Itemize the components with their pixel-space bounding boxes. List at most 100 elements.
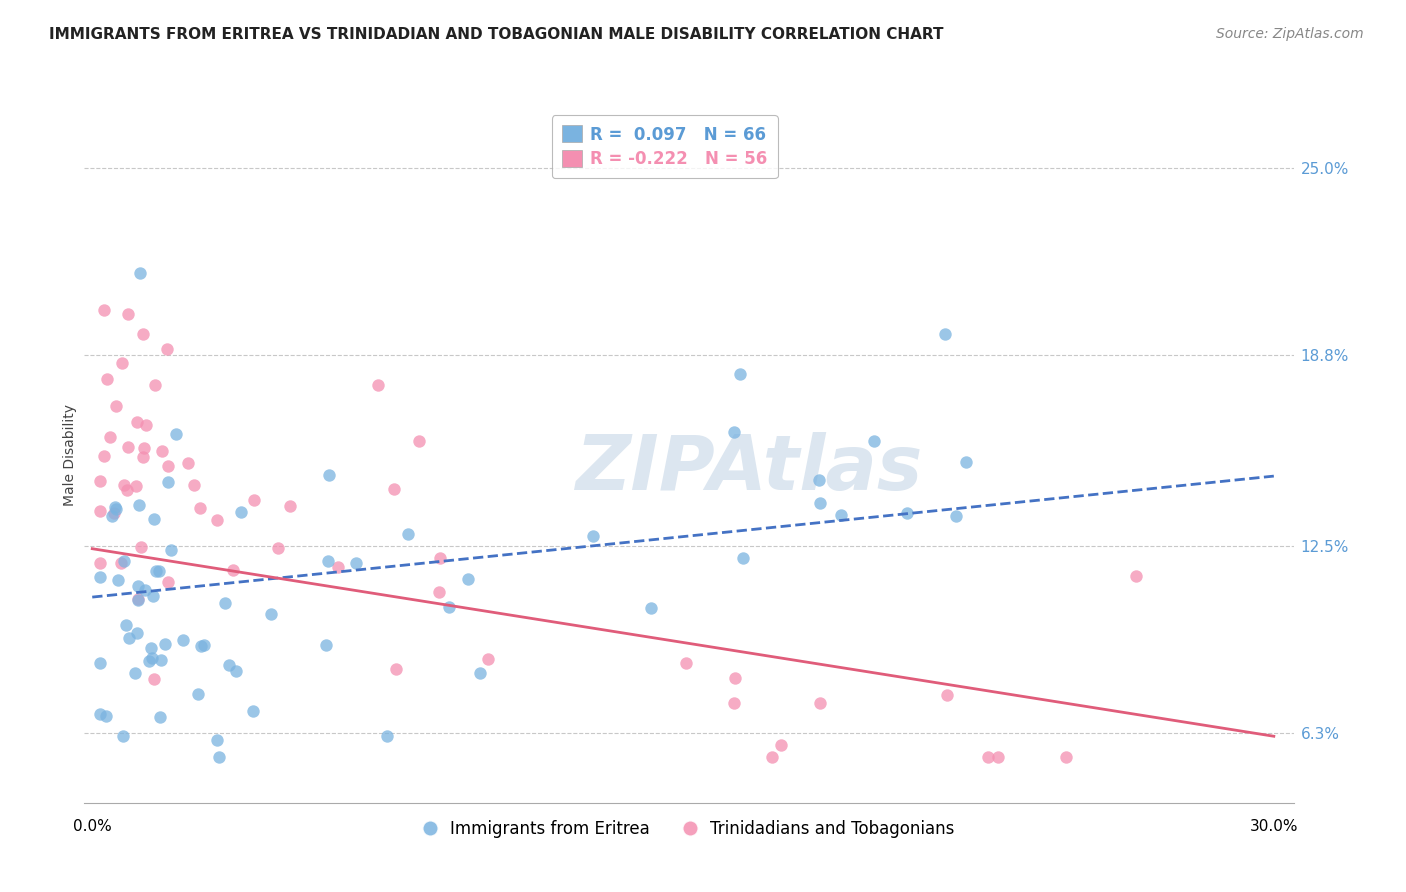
Point bbox=[243, 493, 266, 508]
Point bbox=[89, 707, 111, 722]
Point bbox=[165, 426, 187, 441]
Point bbox=[129, 541, 152, 555]
Point bbox=[385, 662, 408, 676]
Point bbox=[93, 302, 115, 317]
Point bbox=[315, 639, 337, 653]
Point bbox=[128, 267, 150, 281]
Point bbox=[142, 589, 165, 603]
Point bbox=[193, 638, 215, 652]
Point bbox=[326, 560, 349, 574]
Point bbox=[134, 582, 156, 597]
Point bbox=[177, 456, 200, 470]
Point bbox=[945, 509, 967, 524]
Point bbox=[118, 632, 141, 646]
Point bbox=[132, 442, 155, 456]
Point bbox=[127, 591, 149, 606]
Point bbox=[382, 482, 405, 496]
Point bbox=[214, 595, 236, 609]
Point bbox=[398, 526, 420, 541]
Text: IMMIGRANTS FROM ERITREA VS TRINIDADIAN AND TOBAGONIAN MALE DISABILITY CORRELATIO: IMMIGRANTS FROM ERITREA VS TRINIDADIAN A… bbox=[49, 27, 943, 42]
Point bbox=[141, 640, 163, 655]
Point bbox=[145, 378, 167, 392]
Point bbox=[863, 434, 886, 448]
Point bbox=[141, 651, 163, 665]
Point bbox=[934, 326, 956, 341]
Point bbox=[377, 729, 399, 743]
Point bbox=[278, 500, 301, 514]
Point bbox=[110, 557, 132, 571]
Point bbox=[242, 704, 264, 718]
Point bbox=[132, 326, 155, 341]
Text: ZIPAtlas: ZIPAtlas bbox=[575, 432, 924, 506]
Point bbox=[723, 696, 745, 710]
Point bbox=[205, 513, 228, 527]
Point bbox=[188, 501, 211, 516]
Point bbox=[155, 342, 177, 356]
Point bbox=[267, 541, 290, 555]
Point bbox=[183, 478, 205, 492]
Point bbox=[733, 551, 755, 566]
Point bbox=[125, 479, 148, 493]
Point bbox=[187, 687, 209, 701]
Point bbox=[157, 458, 180, 473]
Point bbox=[138, 654, 160, 668]
Point bbox=[157, 475, 180, 490]
Point bbox=[96, 372, 118, 386]
Point bbox=[367, 378, 389, 392]
Point bbox=[157, 574, 180, 589]
Point bbox=[761, 750, 783, 764]
Point bbox=[149, 653, 172, 667]
Point bbox=[936, 689, 959, 703]
Point bbox=[115, 483, 138, 497]
Point bbox=[208, 750, 231, 764]
Point bbox=[111, 729, 134, 743]
Point bbox=[477, 652, 499, 666]
Point bbox=[155, 637, 177, 651]
Point bbox=[152, 444, 174, 458]
Point bbox=[89, 474, 111, 488]
Point bbox=[112, 554, 135, 568]
Point bbox=[124, 665, 146, 680]
Point bbox=[222, 564, 245, 578]
Point bbox=[987, 750, 1010, 764]
Point bbox=[728, 368, 751, 382]
Point bbox=[89, 503, 111, 517]
Point bbox=[172, 633, 194, 648]
Point bbox=[107, 574, 129, 588]
Point bbox=[318, 467, 340, 482]
Point bbox=[1054, 750, 1077, 764]
Point bbox=[145, 565, 167, 579]
Point bbox=[135, 417, 157, 432]
Point bbox=[457, 572, 479, 586]
Point bbox=[127, 593, 149, 607]
Point bbox=[225, 664, 247, 678]
Point bbox=[143, 512, 166, 526]
Point bbox=[896, 506, 918, 520]
Y-axis label: Male Disability: Male Disability bbox=[63, 404, 77, 506]
Point bbox=[830, 508, 852, 523]
Point bbox=[93, 449, 115, 463]
Point bbox=[111, 356, 134, 370]
Point bbox=[104, 501, 127, 516]
Point bbox=[89, 557, 111, 571]
Point bbox=[98, 429, 121, 443]
Point bbox=[344, 557, 367, 571]
Point bbox=[955, 455, 977, 469]
Point bbox=[724, 671, 747, 685]
Point bbox=[114, 618, 136, 632]
Point bbox=[770, 739, 793, 753]
Point bbox=[103, 506, 125, 520]
Point bbox=[231, 505, 253, 519]
Point bbox=[149, 710, 172, 724]
Point bbox=[429, 551, 451, 566]
Point bbox=[127, 626, 149, 640]
Point bbox=[101, 509, 124, 524]
Point bbox=[723, 425, 745, 439]
Point bbox=[640, 601, 662, 615]
Point bbox=[127, 578, 149, 592]
Point bbox=[468, 665, 491, 680]
Point bbox=[125, 415, 148, 429]
Point bbox=[1125, 569, 1147, 583]
Point bbox=[810, 696, 832, 710]
Point bbox=[142, 673, 165, 687]
